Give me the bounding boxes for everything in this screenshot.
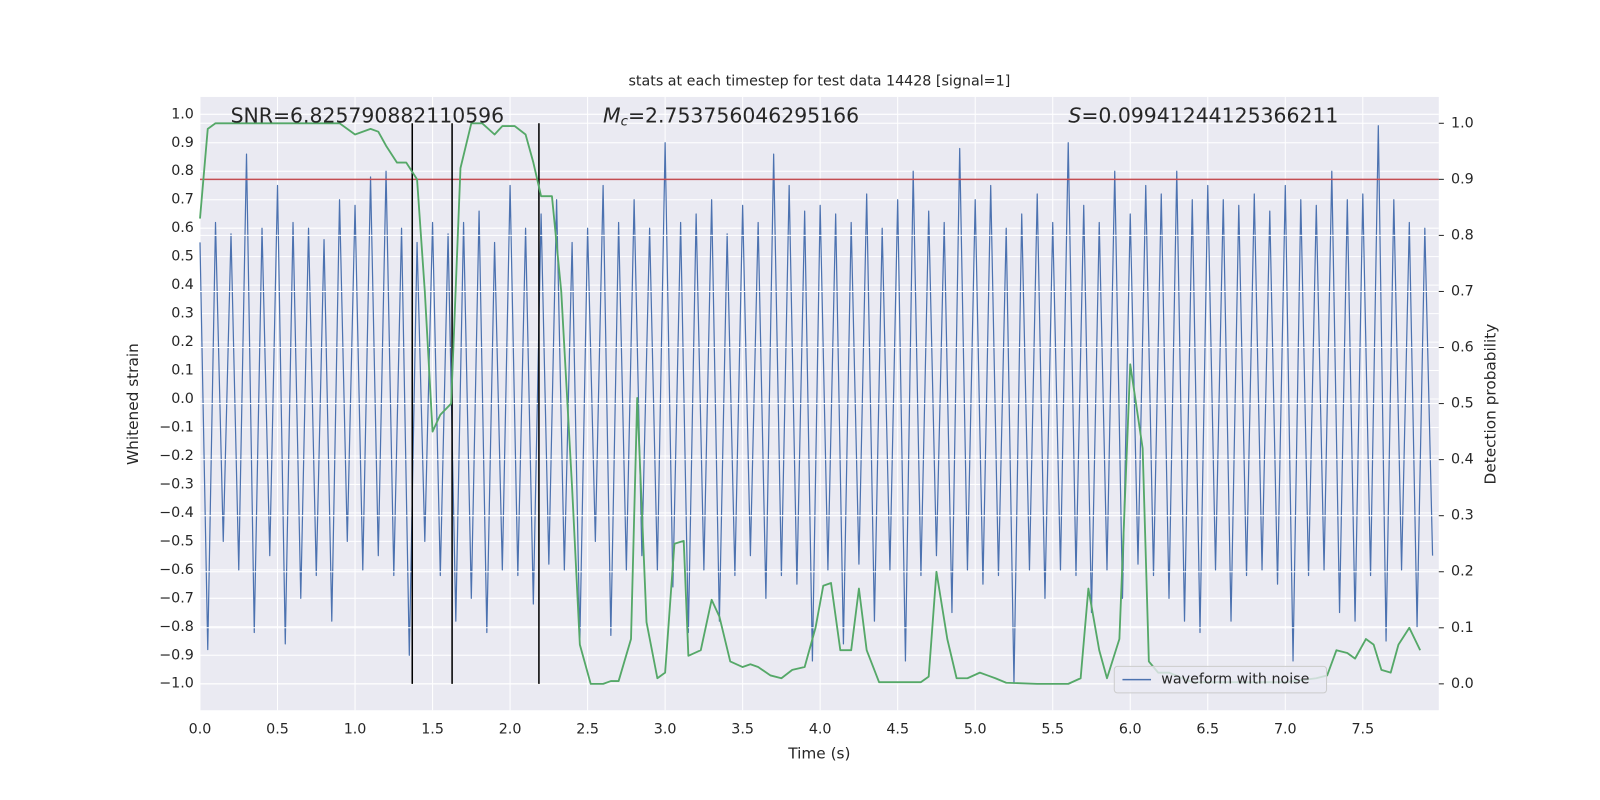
- chart-title: stats at each timestep for test data 144…: [628, 74, 1010, 90]
- data-line: [199, 125, 1434, 685]
- annotation-subscript: c: [621, 114, 629, 129]
- x-tick-label: 7.5: [1351, 722, 1374, 738]
- x-tick-label: 0.5: [266, 722, 289, 738]
- annotation: S=0.09941244125366211: [1068, 103, 1338, 127]
- x-tick-label: 6.0: [1119, 722, 1142, 738]
- y2-tick-label: 1.0: [1451, 115, 1474, 131]
- y-tick-label: −0.4: [159, 505, 194, 521]
- y2-tick-label: 0.4: [1451, 452, 1474, 468]
- y2-axis-label: Detection probability: [1481, 324, 1499, 485]
- y-tick-label: −0.1: [159, 419, 194, 435]
- y2-tick-label: 0.0: [1451, 676, 1474, 692]
- annotation: Mc=2.753756046295166: [603, 103, 859, 129]
- annotation-symbol: S: [1068, 103, 1081, 127]
- x-tick-label: 5.0: [964, 722, 987, 738]
- y-tick-label: 1.0: [171, 106, 194, 122]
- x-tick-label: 4.0: [809, 722, 832, 738]
- y-tick-label: 0.5: [171, 249, 194, 265]
- y-tick-label: 0.2: [171, 334, 194, 350]
- x-tick-label: 0.0: [189, 722, 212, 738]
- x-tick-label: 3.5: [731, 722, 754, 738]
- y-tick-label: 0.8: [171, 163, 194, 179]
- y-tick-label: −0.9: [159, 647, 194, 663]
- y-tick-label: 0.9: [171, 135, 194, 151]
- x-tick-label: 3.0: [654, 722, 677, 738]
- y-tick-label: −1.0: [159, 676, 194, 692]
- legend-label: waveform with noise: [1161, 672, 1309, 688]
- annotation-text: =2.753756046295166: [628, 103, 859, 127]
- y2-tick-label: 0.5: [1451, 396, 1474, 412]
- x-tick-label: 1.0: [344, 722, 367, 738]
- y-tick-label: −0.5: [159, 533, 194, 549]
- annotation-text: =0.09941244125366211: [1081, 103, 1338, 127]
- y-tick-label: 0.7: [171, 192, 194, 208]
- y2-tick-label: 0.3: [1451, 508, 1474, 524]
- x-tick-label: 6.5: [1196, 722, 1219, 738]
- y-tick-label: −0.7: [159, 590, 194, 606]
- x-tick-label: 7.0: [1274, 722, 1297, 738]
- y-tick-label: −0.6: [159, 562, 194, 578]
- y-tick-label: −0.3: [159, 476, 194, 492]
- y-tick-label: −0.2: [159, 448, 194, 464]
- y-tick-label: 0.1: [171, 363, 194, 379]
- y-axis-label: Whitened strain: [124, 343, 142, 465]
- y2-tick-label: 0.6: [1451, 340, 1474, 356]
- y-tick-label: −0.8: [159, 619, 194, 635]
- y-tick-label: 0.6: [171, 220, 194, 236]
- annotation: SNR=6.825790882110596: [231, 103, 505, 127]
- x-axis-label: Time (s): [787, 745, 850, 763]
- x-tick-label: 1.5: [421, 722, 444, 738]
- x-tick-label: 5.5: [1041, 722, 1064, 738]
- y-tick-label: 0.4: [171, 277, 194, 293]
- y-tick-label: 0.3: [171, 306, 194, 322]
- y2-tick-label: 0.8: [1451, 227, 1474, 243]
- x-tick-label: 2.0: [499, 722, 522, 738]
- x-tick-label: 2.5: [576, 722, 599, 738]
- y2-tick-label: 0.2: [1451, 564, 1474, 580]
- y2-tick-label: 0.9: [1451, 171, 1474, 187]
- y-tick-label: 0.0: [171, 391, 194, 407]
- x-tick-label: 4.5: [886, 722, 909, 738]
- y2-tick-label: 0.1: [1451, 620, 1474, 636]
- y2-tick-label: 0.7: [1451, 283, 1474, 299]
- annotation-symbol: M: [603, 103, 621, 127]
- legend-box: [1113, 665, 1328, 694]
